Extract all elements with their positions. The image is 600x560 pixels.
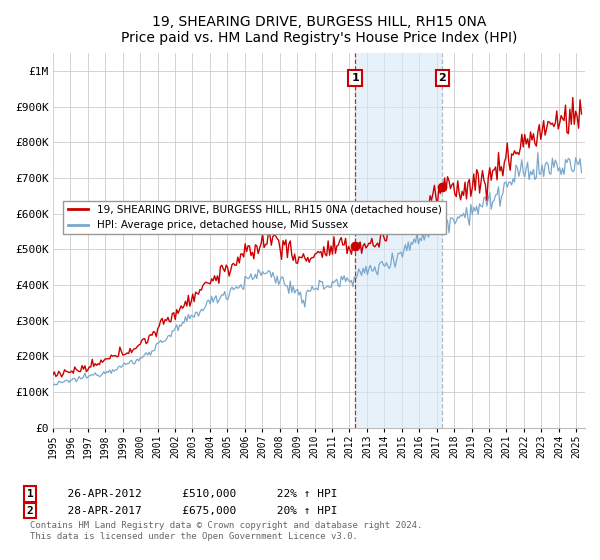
Text: Contains HM Land Registry data © Crown copyright and database right 2024.
This d: Contains HM Land Registry data © Crown c… xyxy=(30,521,422,540)
Text: 2: 2 xyxy=(26,506,34,516)
Text: 1: 1 xyxy=(351,73,359,83)
Text: 26-APR-2012      £510,000      22% ↑ HPI: 26-APR-2012 £510,000 22% ↑ HPI xyxy=(54,489,337,499)
Legend: 19, SHEARING DRIVE, BURGESS HILL, RH15 0NA (detached house), HPI: Average price,: 19, SHEARING DRIVE, BURGESS HILL, RH15 0… xyxy=(64,201,446,234)
Text: 28-APR-2017      £675,000      20% ↑ HPI: 28-APR-2017 £675,000 20% ↑ HPI xyxy=(54,506,337,516)
Title: 19, SHEARING DRIVE, BURGESS HILL, RH15 0NA
Price paid vs. HM Land Registry's Hou: 19, SHEARING DRIVE, BURGESS HILL, RH15 0… xyxy=(121,15,517,45)
Text: 1: 1 xyxy=(26,489,34,499)
Text: 2: 2 xyxy=(439,73,446,83)
